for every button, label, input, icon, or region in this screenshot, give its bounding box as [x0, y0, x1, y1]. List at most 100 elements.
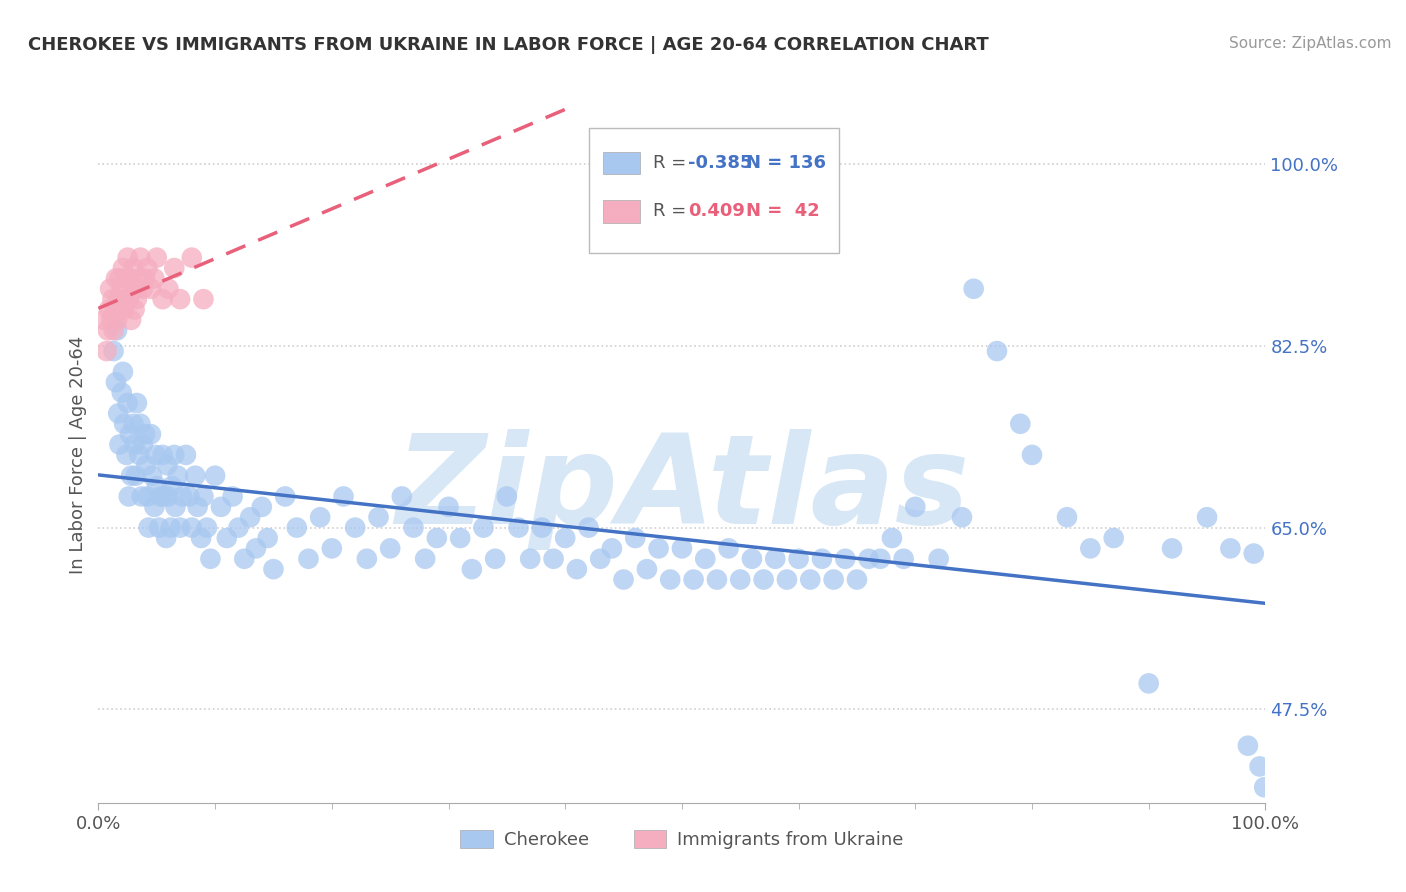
Point [179, 490, 201, 504]
Point [1161, 541, 1184, 556]
Point [107, 292, 129, 306]
Point [204, 468, 226, 483]
Point [118, 490, 141, 504]
Point [146, 479, 169, 493]
Point [111, 282, 134, 296]
Text: CHEROKEE VS IMMIGRANTS FROM UKRAINE IN LABOR FORCE | AGE 20-64 CORRELATION CHART: CHEROKEE VS IMMIGRANTS FROM UKRAINE IN L… [28, 36, 988, 54]
Point [163, 448, 186, 462]
Point [184, 468, 207, 483]
Point [134, 271, 156, 285]
Text: N = 136: N = 136 [747, 153, 827, 171]
Point [285, 520, 308, 534]
Text: Source: ZipAtlas.com: Source: ZipAtlas.com [1229, 36, 1392, 51]
Point [108, 437, 131, 451]
Point [1243, 547, 1265, 561]
Point [152, 448, 174, 462]
Point [367, 510, 389, 524]
Point [145, 448, 167, 462]
Point [332, 490, 354, 504]
Point [117, 396, 139, 410]
Point [118, 271, 141, 285]
Point [215, 531, 238, 545]
Point [111, 260, 134, 275]
Point [613, 573, 636, 587]
Point [799, 573, 821, 587]
Point [114, 292, 136, 306]
Point [108, 271, 131, 285]
Point [321, 541, 343, 556]
Point [105, 323, 128, 337]
Point [636, 562, 658, 576]
Point [101, 292, 124, 306]
Point [233, 551, 256, 566]
Point [858, 551, 880, 566]
Point [125, 396, 148, 410]
Point [128, 448, 150, 462]
Point [834, 551, 856, 566]
Point [262, 562, 284, 576]
Point [104, 302, 127, 317]
Point [309, 510, 332, 524]
Point [1080, 541, 1102, 556]
Point [461, 562, 484, 576]
Point [402, 520, 425, 534]
Point [97, 323, 120, 337]
Point [180, 251, 202, 265]
Point [811, 551, 834, 566]
Point [776, 573, 799, 587]
Point [159, 520, 181, 534]
Point [962, 282, 984, 296]
Point [519, 551, 541, 566]
Point [187, 500, 209, 514]
Point [752, 573, 775, 587]
Point [152, 292, 174, 306]
Point [950, 510, 973, 524]
Point [112, 417, 135, 431]
Point [846, 573, 869, 587]
Point [136, 490, 159, 504]
Point [245, 541, 267, 556]
Point [274, 490, 297, 504]
Point [1253, 780, 1275, 795]
Point [239, 510, 262, 524]
Point [103, 323, 125, 337]
Point [156, 458, 179, 473]
Point [589, 551, 612, 566]
Point [110, 302, 132, 317]
Point [554, 531, 576, 545]
Point [143, 271, 166, 285]
Text: N =  42: N = 42 [747, 202, 820, 220]
Point [115, 271, 138, 285]
Point [135, 458, 157, 473]
Point [166, 468, 188, 483]
Point [671, 541, 693, 556]
Point [165, 500, 187, 514]
Point [193, 490, 215, 504]
Point [565, 562, 588, 576]
Point [624, 531, 647, 545]
Point [111, 385, 134, 400]
Point [297, 551, 319, 566]
Point [195, 520, 218, 534]
Point [413, 551, 436, 566]
Point [118, 292, 141, 306]
Point [157, 282, 180, 296]
Point [787, 551, 810, 566]
Point [104, 271, 127, 285]
Point [437, 500, 460, 514]
Point [1137, 676, 1160, 690]
Point [124, 437, 146, 451]
Point [138, 520, 160, 534]
Point [100, 313, 122, 327]
Point [250, 500, 273, 514]
Point [152, 490, 174, 504]
Point [134, 427, 156, 442]
Point [169, 520, 191, 534]
FancyBboxPatch shape [589, 128, 839, 253]
Point [143, 500, 166, 514]
FancyBboxPatch shape [603, 201, 640, 222]
Point [1021, 448, 1043, 462]
Point [741, 551, 763, 566]
Y-axis label: In Labor Force | Age 20-64: In Labor Force | Age 20-64 [69, 335, 87, 574]
Point [118, 427, 141, 442]
